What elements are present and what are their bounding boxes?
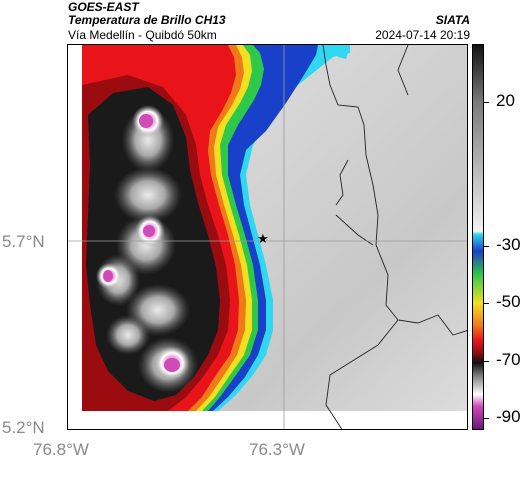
colorbar-tick <box>484 303 489 305</box>
data-field <box>82 45 467 411</box>
cold-core-center <box>103 270 113 282</box>
region-subtitle: Vía Medellín - Quibdó 50km <box>68 28 217 42</box>
cold-core-center <box>139 114 153 128</box>
colorbar-tick <box>484 360 489 362</box>
latitude-label-5-7: 5.7°N <box>2 232 45 251</box>
timestamp-label: 2024-07-14 20:19 <box>375 28 470 42</box>
point-of-interest-marker[interactable]: ★ <box>257 231 269 246</box>
longitude-label-76-8: 76.8°W <box>33 440 89 459</box>
colorbar-tick-label: -50 <box>496 292 521 312</box>
longitude-label-76-3: 76.3°W <box>249 440 305 459</box>
colorbar-tick <box>484 101 489 103</box>
colorbar-tick <box>484 245 489 247</box>
brightness-temperature-map[interactable]: ★ <box>67 44 468 430</box>
colorbar-tick-label: 20 <box>496 90 515 110</box>
product-variable-title: Temperatura de Brillo CH13 <box>68 13 226 27</box>
convective-cell <box>114 167 182 223</box>
cold-core-center <box>143 225 155 237</box>
cloud-fragment <box>333 45 350 59</box>
latitude-label-5-2: 5.2°N <box>2 418 45 437</box>
colorbar-tick-label: -70 <box>496 349 521 369</box>
cold-core-center <box>164 358 180 372</box>
colorbar-tick <box>484 418 489 420</box>
convective-cell <box>106 315 150 355</box>
product-satellite-title: GOES-EAST <box>68 0 139 14</box>
colorbar-tick-label: -90 <box>496 407 521 427</box>
colorbar-tick-label: -30 <box>496 234 521 254</box>
admin-boundaries <box>322 45 467 429</box>
brand-label: SIATA <box>435 13 470 27</box>
temperature-colorbar <box>472 44 484 430</box>
map-canvas <box>68 45 467 429</box>
